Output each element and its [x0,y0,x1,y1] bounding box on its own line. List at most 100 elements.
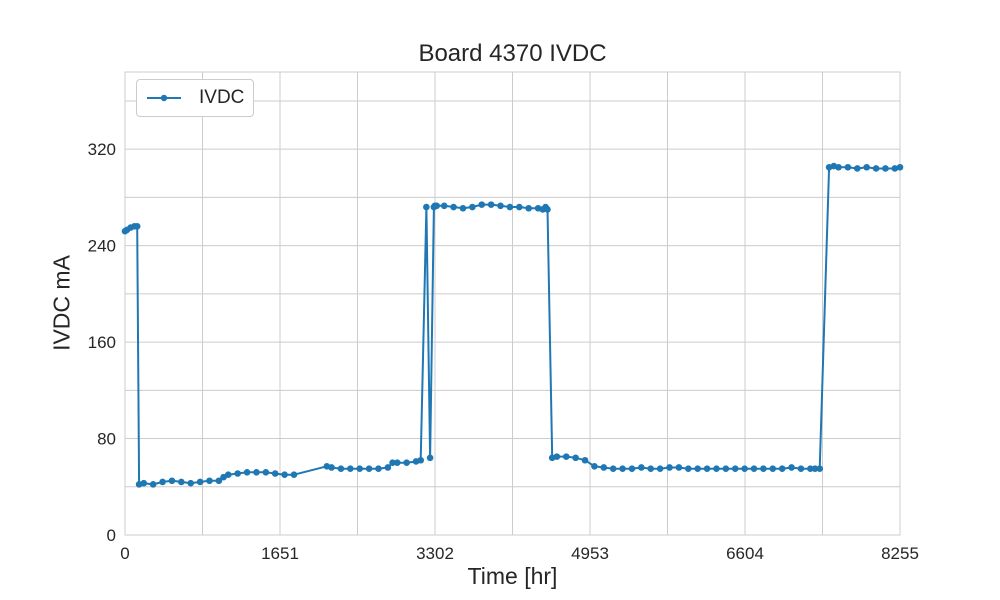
data-point [600,464,608,471]
data-point [337,465,345,472]
data-point [553,453,561,460]
data-point [459,204,467,212]
data-point [896,163,904,171]
data-point [450,203,457,211]
data-series [121,162,904,488]
data-point [196,478,204,486]
data-point [149,481,157,488]
data-point [384,464,392,471]
axes [124,71,901,536]
y-tick-label: 0 [107,526,116,545]
data-point [750,465,758,472]
data-point [694,465,701,472]
data-point [656,465,664,472]
data-point [741,465,748,472]
x-tick-label: 4953 [571,544,609,563]
data-point [647,465,655,472]
data-point [506,203,514,211]
data-point [417,456,425,464]
data-point [666,464,673,471]
data-point [168,477,176,485]
data-point [262,469,270,476]
data-point [807,465,814,472]
x-tick-label: 3302 [416,544,454,563]
legend-marker-icon [147,94,181,102]
x-tick-label: 1651 [261,544,299,563]
data-point [638,464,645,471]
data-point [187,479,195,487]
data-point [722,465,730,472]
data-point [403,459,410,466]
data-point [423,203,430,211]
data-point [290,471,298,479]
data-point [591,462,598,470]
data-point [684,465,692,472]
data-point [816,465,824,472]
data-point [206,477,213,485]
data-point [440,202,448,210]
data-point [389,459,396,466]
data-point [572,454,579,462]
y-tick-label: 320 [88,140,116,159]
data-point [516,203,523,211]
data-point [347,465,354,472]
data-point [393,459,401,466]
data-point [581,456,589,464]
data-point [628,465,636,472]
data-point [178,478,185,486]
data-point [844,163,852,171]
data-point [159,478,166,486]
data-point [271,470,279,477]
data-point [365,465,373,472]
data-point [487,201,495,208]
data-point [769,465,777,472]
chart-title: Board 4370 IVDC [418,40,607,67]
data-point [675,464,683,471]
data-point [497,202,504,210]
data-point [253,469,260,476]
data-point [224,471,232,479]
data-point [140,479,148,487]
data-point [835,163,842,171]
data-point [872,165,880,172]
legend: IVDC [136,79,254,117]
data-point [133,223,141,230]
y-tick-label: 80 [97,430,116,449]
data-point [760,465,767,472]
data-point [215,477,223,485]
x-tick-label: 0 [120,544,129,563]
data-point [281,471,288,479]
tick-labels: 0 1651 3302 4953 6604 8255 0 80 160 240 320 [88,140,919,563]
y-tick-label: 240 [88,237,116,256]
data-point [544,206,551,213]
x-axis-label: Time [hr] [467,563,558,589]
data-point [328,464,335,471]
data-point [811,465,819,472]
x-tick-label: 6604 [726,544,764,563]
y-tick-label: 160 [88,333,116,352]
data-point [863,163,870,171]
data-point [356,465,364,472]
data-point [619,465,626,472]
data-point [713,465,720,472]
data-point [778,465,786,472]
data-point [882,165,889,172]
data-point [234,470,241,477]
data-point [797,465,805,472]
plot-frame [124,71,901,536]
data-point [478,201,486,208]
data-point [609,465,617,472]
data-point [788,464,795,471]
y-axis-label: IVDC mA [48,255,75,351]
data-point [562,453,570,460]
legend-label: IVDC [199,87,245,108]
x-tick-label: 8255 [881,544,919,563]
data-point [731,465,739,472]
data-point [433,202,440,210]
data-point [469,203,476,211]
data-point [891,165,899,172]
grid-lines [124,72,901,536]
data-point [243,469,251,476]
data-point [426,454,434,462]
